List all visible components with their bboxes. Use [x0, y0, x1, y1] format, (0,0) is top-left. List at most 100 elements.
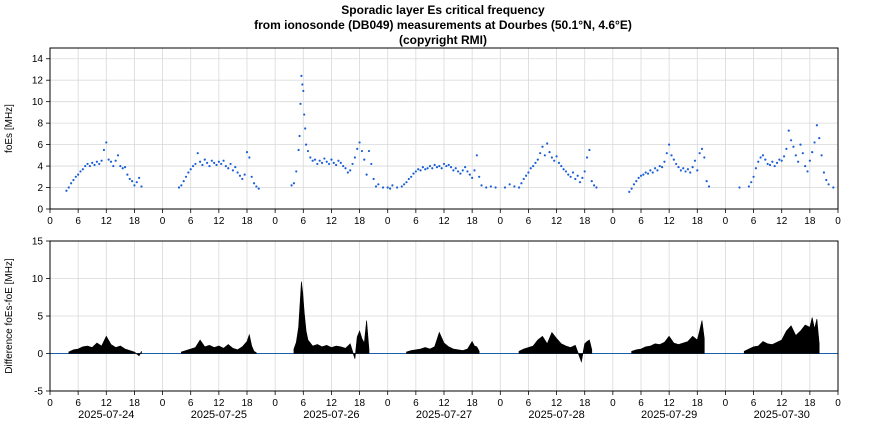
data-point: [81, 168, 84, 171]
data-point: [485, 186, 488, 189]
x-tick-label: 12: [101, 398, 113, 409]
data-point: [804, 164, 807, 168]
data-point: [768, 163, 772, 167]
x-tick-label: 12: [551, 216, 563, 227]
x-tick-label: 18: [354, 398, 366, 409]
data-point: [112, 164, 115, 168]
data-point: [503, 186, 507, 189]
data-point: [433, 163, 436, 167]
data-point: [592, 184, 596, 187]
data-point: [454, 167, 457, 170]
data-point: [208, 164, 211, 168]
data-point: [419, 169, 422, 172]
data-point: [766, 162, 769, 166]
data-point: [703, 156, 706, 159]
data-point: [459, 172, 462, 175]
series-2025-07-30: [743, 317, 820, 354]
data-point: [562, 168, 565, 171]
data-point: [407, 177, 410, 181]
data-point: [825, 178, 828, 182]
data-point: [813, 141, 816, 144]
y-tick-label: 0: [37, 349, 43, 360]
data-point: [316, 162, 319, 166]
data-point: [468, 173, 471, 176]
data-point: [109, 160, 113, 163]
data-point: [198, 160, 202, 163]
data-point: [306, 149, 310, 153]
difference-bars: [518, 331, 593, 363]
data-point: [84, 164, 87, 168]
y-tick-label: 2: [37, 183, 43, 194]
data-point: [323, 157, 326, 160]
data-point: [489, 185, 493, 188]
data-point: [213, 161, 216, 164]
data-point: [290, 184, 293, 187]
data-point: [771, 160, 774, 163]
data-point: [785, 147, 788, 150]
series-2025-07-25: [177, 151, 260, 190]
x-tick-label: 6: [638, 398, 644, 409]
data-point: [747, 185, 750, 188]
data-point: [196, 152, 199, 155]
data-point: [303, 113, 306, 116]
data-point: [297, 148, 300, 152]
series-2025-07-26: [293, 281, 370, 359]
data-point: [806, 170, 809, 173]
data-point: [564, 170, 568, 173]
series-2025-07-29: [631, 320, 705, 354]
data-point: [327, 162, 331, 166]
data-point: [672, 158, 675, 161]
data-point: [794, 154, 797, 157]
data-point: [595, 186, 598, 189]
data-point: [126, 173, 129, 176]
x-tick-label: 12: [664, 398, 676, 409]
data-point: [102, 148, 106, 152]
title-line-2: from ionosonde (DB049) measurements at D…: [254, 18, 632, 32]
data-point: [665, 152, 668, 155]
data-point: [295, 170, 298, 173]
data-point: [335, 163, 338, 167]
data-point: [363, 158, 366, 161]
data-point: [180, 184, 183, 187]
data-point: [447, 163, 450, 167]
x-tick-label: 6: [526, 398, 532, 409]
data-point: [93, 163, 96, 167]
x-tick-label: 6: [75, 398, 81, 409]
data-point: [351, 162, 354, 166]
data-point: [114, 159, 117, 162]
data-point: [438, 164, 441, 168]
data-point: [391, 184, 394, 187]
data-point: [581, 176, 584, 179]
x-tick-label: 0: [160, 216, 166, 227]
x-tick-label: 12: [438, 398, 450, 409]
data-point: [426, 167, 429, 170]
data-point: [365, 173, 368, 176]
title-line-3: (copyright RMI): [399, 33, 487, 47]
date-label: 2025-07-25: [191, 409, 247, 421]
data-point: [123, 166, 127, 169]
data-point: [700, 147, 704, 150]
data-point: [827, 183, 830, 186]
series-2025-07-29: [628, 143, 711, 193]
date-label: 2025-07-28: [528, 409, 584, 421]
data-point: [388, 187, 392, 190]
foes-scatter-panel: 0 2 4 6 8 10 12 14 0 6 12 18 0 6 12 18 0 6 12 18 0 6 12 18 0 6 12 1…: [32, 47, 841, 227]
data-point: [298, 134, 301, 138]
difference-bar-panel: -5 0 5 10 15 0 6 12 18 0 6 12 18 0 6 12 18 0 6 12 18 0 6 12 18 0 6…: [32, 237, 841, 422]
data-point: [227, 167, 230, 170]
x-tick-label: 6: [75, 216, 81, 227]
data-point: [818, 137, 821, 140]
data-point: [184, 175, 188, 178]
x-tick-label: 12: [213, 216, 225, 227]
data-point: [74, 175, 77, 178]
data-point: [224, 164, 227, 168]
x-tick-label: 18: [129, 216, 141, 227]
y-tick-label: 10: [32, 97, 44, 108]
data-point: [238, 174, 242, 177]
x-tick-label: 18: [579, 216, 591, 227]
data-point: [738, 186, 741, 189]
data-point: [653, 167, 657, 170]
x-tick-label: 0: [47, 398, 53, 409]
data-point: [405, 181, 408, 184]
